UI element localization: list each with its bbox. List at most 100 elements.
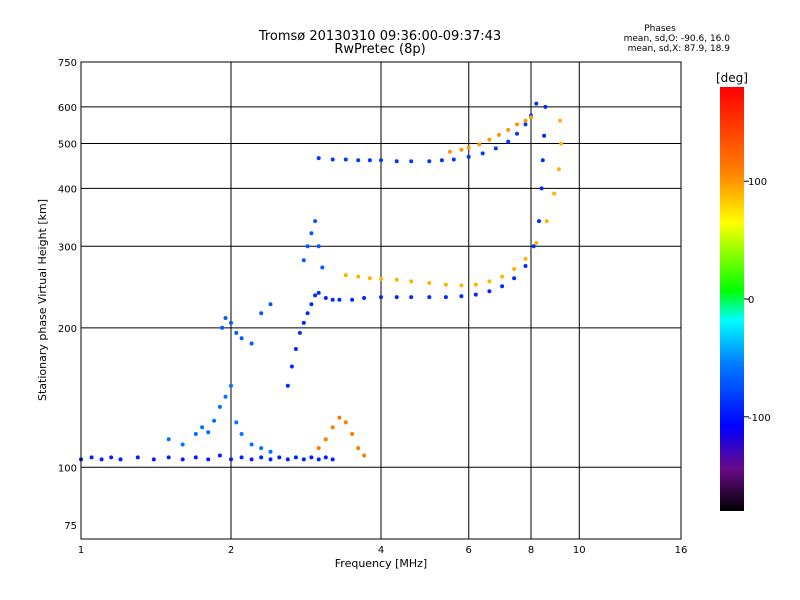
- data-point: [229, 383, 233, 388]
- data-point: [166, 437, 171, 442]
- data-point: [316, 244, 321, 249]
- data-point: [330, 157, 335, 162]
- data-point: [506, 139, 511, 144]
- data-point: [480, 151, 485, 156]
- data-point: [268, 449, 273, 454]
- data-point: [350, 297, 355, 302]
- data-point: [379, 158, 383, 163]
- data-point: [285, 383, 290, 388]
- data-point: [200, 425, 205, 430]
- data-point: [343, 273, 348, 278]
- data-point: [356, 446, 361, 451]
- data-point: [540, 158, 545, 163]
- data-point: [309, 455, 314, 460]
- data-point: [239, 336, 244, 341]
- data-point: [309, 302, 314, 307]
- x-tick-label: 6: [466, 545, 472, 556]
- data-point: [293, 347, 298, 351]
- data-point: [362, 453, 367, 458]
- data-point: [234, 330, 239, 335]
- data-point: [89, 455, 94, 460]
- colorbar-ticks: -100 0 100: [744, 177, 771, 424]
- data-point: [229, 457, 233, 462]
- x-tick-label: 10: [573, 545, 586, 556]
- data-point: [180, 442, 185, 447]
- data-point: [559, 141, 564, 146]
- data-point: [343, 420, 348, 425]
- data-point: [234, 420, 239, 425]
- data-point: [447, 149, 452, 154]
- data-point: [223, 394, 228, 399]
- data-point: [316, 457, 321, 462]
- data-point: [316, 446, 321, 451]
- data-point: [409, 279, 414, 284]
- data-point: [301, 457, 306, 462]
- data-point: [330, 297, 335, 302]
- y-tick-label: 200: [58, 324, 77, 335]
- data-point: [193, 432, 198, 436]
- data-point: [544, 219, 549, 224]
- data-point: [556, 167, 561, 172]
- data-point: [443, 282, 448, 287]
- colorbar-tick-label: 0: [748, 295, 754, 306]
- x-tick-label: 8: [528, 545, 534, 556]
- x-tick-label: 4: [378, 545, 384, 556]
- data-point: [305, 244, 310, 249]
- x-tick-label: 1: [78, 545, 84, 556]
- data-point: [330, 425, 335, 430]
- data-point: [249, 341, 254, 346]
- data-point: [323, 296, 328, 300]
- chart-subtitle: RwPretec (8p): [334, 42, 426, 57]
- data-point: [109, 455, 114, 460]
- data-point: [239, 455, 244, 460]
- data-point: [515, 131, 519, 136]
- data-point: [313, 219, 318, 224]
- data-point: [459, 283, 464, 288]
- chart-title: Tromsø 20130310 09:36:00-09:37:43: [258, 29, 502, 44]
- colorbar-tick-label: 100: [748, 177, 767, 188]
- y-tick-label: 300: [58, 242, 77, 253]
- data-point: [500, 274, 505, 279]
- data-point: [118, 457, 123, 462]
- data-point: [427, 295, 432, 300]
- data-point: [206, 457, 211, 462]
- axis-ticks: 1 2 4 6 8 10 16 75 100 200 300 400 500 600 750: [58, 58, 687, 556]
- data-point: [180, 457, 185, 462]
- data-point: [217, 453, 222, 458]
- data-point: [229, 320, 233, 325]
- data-point: [487, 137, 492, 142]
- data-point: [259, 455, 264, 460]
- colorbar: [720, 87, 744, 511]
- data-points: [79, 101, 564, 462]
- data-point: [497, 132, 501, 137]
- data-point: [394, 277, 399, 282]
- data-point: [515, 122, 519, 127]
- data-point: [523, 264, 528, 268]
- y-axis-label: Stationary phase Virtual Height [km]: [36, 199, 49, 401]
- data-point: [531, 244, 536, 249]
- data-point: [523, 122, 528, 127]
- data-point: [220, 325, 225, 330]
- data-point: [301, 320, 306, 325]
- x-axis-label: Frequency [MHz]: [335, 557, 427, 570]
- stats-line-x: mean, sd,X: 87.9, 18.9: [627, 44, 730, 54]
- data-point: [506, 127, 511, 132]
- data-point: [534, 241, 539, 245]
- data-point: [451, 157, 456, 162]
- y-tick-label: 100: [58, 463, 77, 474]
- x-tick-label: 16: [675, 545, 688, 556]
- data-point: [309, 231, 314, 236]
- data-point: [350, 432, 355, 436]
- data-point: [316, 156, 321, 161]
- data-point: [166, 455, 171, 460]
- data-point: [313, 293, 318, 298]
- data-point: [301, 258, 306, 263]
- stats-heading: Phases: [644, 24, 676, 34]
- data-point: [343, 157, 348, 162]
- data-point: [268, 457, 273, 462]
- data-point: [558, 118, 563, 123]
- data-point: [367, 158, 372, 163]
- data-point: [439, 158, 444, 163]
- data-point: [323, 455, 328, 460]
